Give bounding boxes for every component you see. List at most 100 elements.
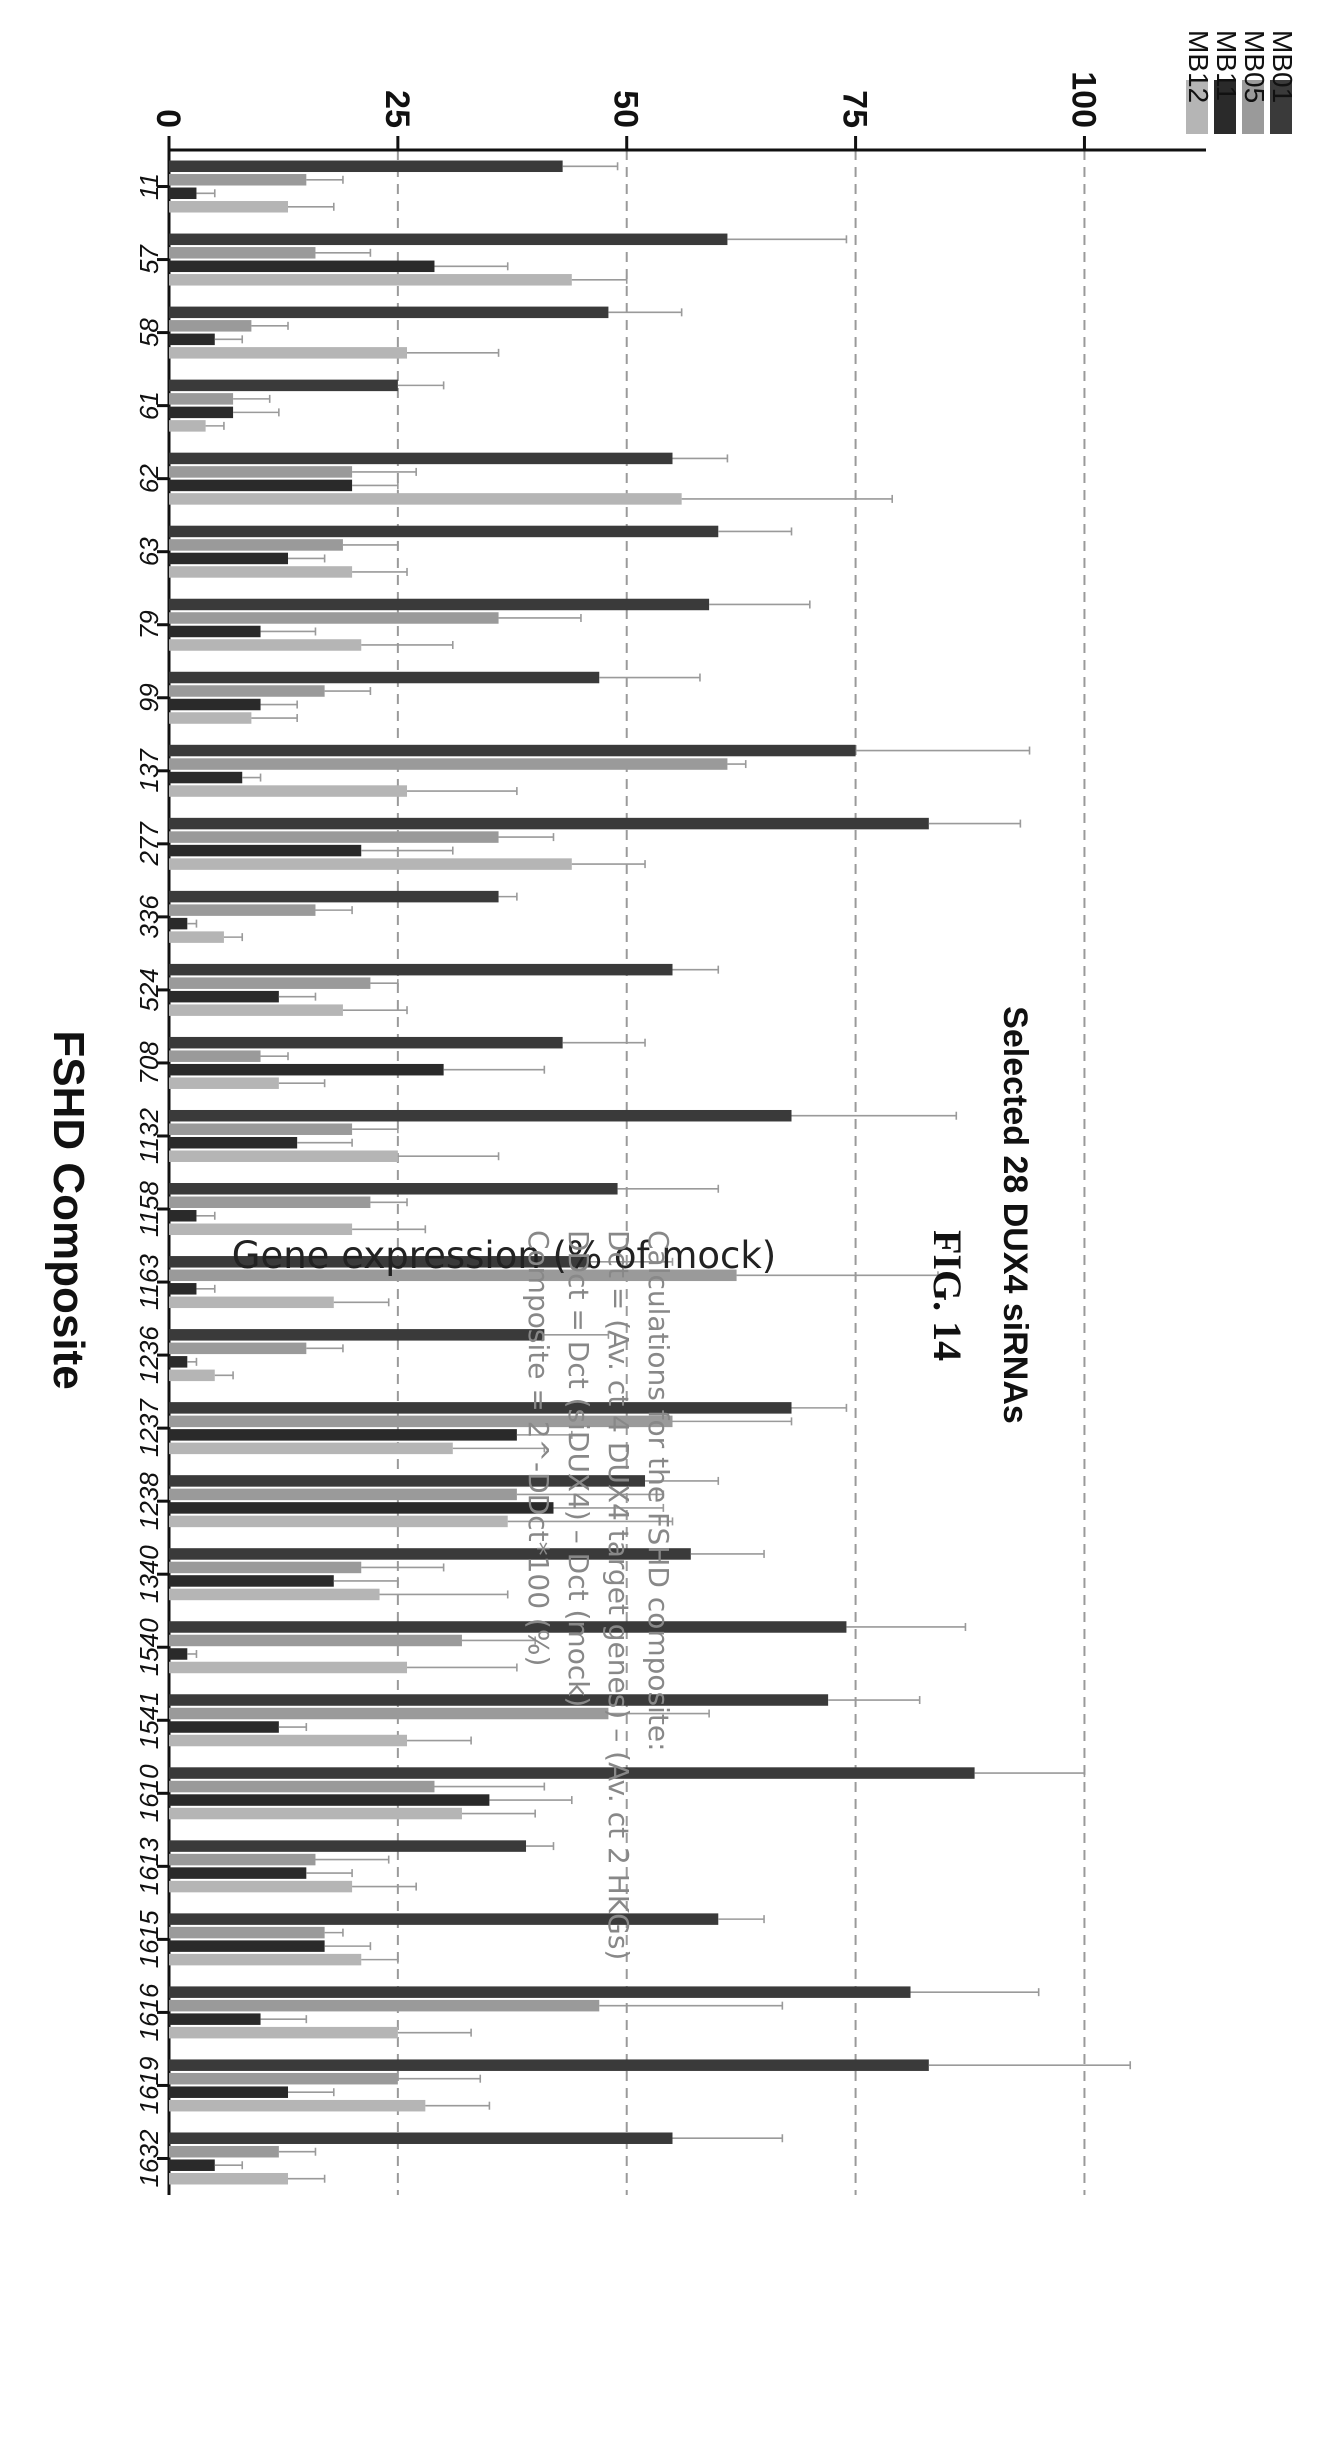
bar-mb11-277 [169, 844, 362, 857]
bar-mb05-1541 [168, 1707, 609, 1720]
x-tick-label-277: 277 [134, 821, 164, 867]
legend-swatch-mb05 [1242, 80, 1264, 134]
bar-mb11-99 [168, 698, 261, 711]
bar-mb11-1615 [168, 1940, 325, 1952]
x-tick-label-1616: 1616 [134, 1983, 164, 2041]
x-tick-label-336: 336 [134, 895, 164, 939]
bar-mb11-11 [168, 187, 197, 200]
legend-label-mb05: MB05 [1239, 30, 1270, 103]
bar-mb05-1158 [169, 1196, 371, 1209]
bar-mb05-1132 [168, 1123, 353, 1135]
bar-mb12-1340 [169, 1588, 380, 1601]
x-tick-label-524: 524 [134, 968, 164, 1011]
legend-label-mb01: MB01 [1267, 30, 1298, 103]
chart: FSHD Composite 0 25 50 75 100 11 57 58 61 62 63 79 9… [44, 30, 1298, 2195]
x-tick-label-61: 61 [134, 391, 164, 420]
bar-mb05-1238 [169, 1488, 517, 1501]
legend-swatch-mb12 [1186, 80, 1208, 134]
bar-mb12-1615 [169, 1953, 362, 1966]
bar-mb01-336 [169, 890, 499, 903]
bar-mb01-1237 [169, 1402, 792, 1414]
bar-mb11-137 [168, 771, 243, 784]
bar-mb11-62 [168, 479, 353, 492]
y-tick-label-0: 0 [149, 109, 187, 128]
bar-mb05-61 [168, 393, 234, 405]
x-tick-label-1613: 1613 [134, 1837, 164, 1895]
x-tick-label-137: 137 [134, 748, 164, 793]
bar-mb05-1632 [168, 2145, 279, 2158]
bar-mb05-1619 [169, 2072, 398, 2085]
bar-mb01-79 [169, 598, 710, 611]
bar-mb01-11 [169, 160, 563, 173]
bar-mb01-63 [169, 525, 719, 538]
x-tick-label-57: 57 [134, 244, 164, 274]
notes-line-2: DDct = Dct (siDUX4) – Dct (mock) [562, 1230, 595, 1707]
x-tick-label-1632: 1632 [134, 2129, 164, 2187]
bar-mb05-57 [168, 247, 316, 259]
bar-mb11-1619 [168, 2086, 289, 2098]
bar-mb12-1616 [169, 2026, 398, 2039]
bar-mb05-1237 [169, 1415, 673, 1428]
x-tick-label-1540: 1540 [134, 1618, 164, 1676]
bar-mb11-57 [169, 260, 435, 273]
bar-mb01-1132 [169, 1109, 792, 1122]
x-axis-title: Selected 28 DUX4 siRNAs [996, 1006, 1034, 1424]
bar-mb05-99 [168, 685, 325, 697]
legend-label-mb12: MB12 [1183, 30, 1214, 103]
bar-mb01-1540 [169, 1621, 847, 1633]
bar-mb05-63 [168, 539, 343, 551]
notes-heading: Calculations for the FSHD composite: [642, 1230, 675, 1752]
bar-mb05-1163 [169, 1269, 737, 1282]
bar-mb11-708 [169, 1063, 444, 1076]
x-tick-label-1236: 1236 [134, 1326, 164, 1384]
x-tick-label-1610: 1610 [134, 1764, 164, 1822]
bar-mb12-1236 [168, 1369, 215, 1382]
bar-mb11-1340 [168, 1575, 334, 1587]
x-tick-label-99: 99 [134, 683, 164, 712]
bar-mb05-1613 [168, 1853, 316, 1866]
bar-mb12-336 [168, 931, 224, 943]
legend-label-mb11: MB11 [1211, 30, 1242, 101]
x-tick-label-1158: 1158 [134, 1181, 164, 1237]
bar-mb12-1632 [168, 2172, 289, 2185]
bar-mb01-1238 [169, 1475, 646, 1487]
bar-mb11-1632 [168, 2159, 215, 2171]
bar-mb01-1541 [169, 1694, 829, 1706]
x-tick-label-1619: 1619 [134, 2057, 164, 2115]
bar-mb01-57 [169, 233, 728, 246]
bar-mb12-1163 [168, 1296, 334, 1309]
bar-mb01-277 [169, 817, 929, 830]
x-tick-label-62: 62 [134, 464, 164, 493]
bar-mb12-62 [169, 493, 682, 505]
bar-mb01-61 [169, 379, 398, 392]
bar-mb05-336 [168, 904, 316, 916]
bar-mb05-58 [168, 320, 252, 332]
bar-mb01-1619 [169, 2059, 929, 2071]
bar-mb11-1613 [169, 1867, 307, 1879]
x-tick-label-1541: 1541 [134, 1691, 164, 1749]
x-tick-label-1237: 1237 [134, 1398, 164, 1457]
bar-mb01-58 [168, 306, 609, 319]
bar-mb01-137 [169, 744, 856, 757]
bar-mb01-524 [169, 963, 673, 976]
bar-mb11-61 [168, 406, 234, 419]
bar-mb01-1632 [169, 2132, 673, 2144]
bar-mb11-1238 [169, 1502, 554, 1514]
bar-mb12-11 [168, 201, 289, 213]
x-tick-label-1615: 1615 [134, 1910, 164, 1968]
bar-mb11-79 [168, 625, 261, 638]
bar-mb01-1236 [169, 1329, 545, 1341]
bar-mb01-1163 [168, 1256, 591, 1268]
bar-mb11-1610 [169, 1794, 490, 1806]
bar-mb11-1540 [168, 1648, 188, 1660]
bar-mb05-708 [168, 1050, 261, 1062]
x-tick-label-58: 58 [134, 318, 164, 347]
x-tick-label-63: 63 [134, 537, 164, 566]
bar-mb05-1340 [169, 1561, 362, 1574]
x-tick-label-708: 708 [134, 1041, 164, 1085]
x-tick-label-11: 11 [134, 173, 164, 200]
bar-mb01-99 [168, 671, 600, 684]
bar-mb12-137 [169, 785, 408, 797]
